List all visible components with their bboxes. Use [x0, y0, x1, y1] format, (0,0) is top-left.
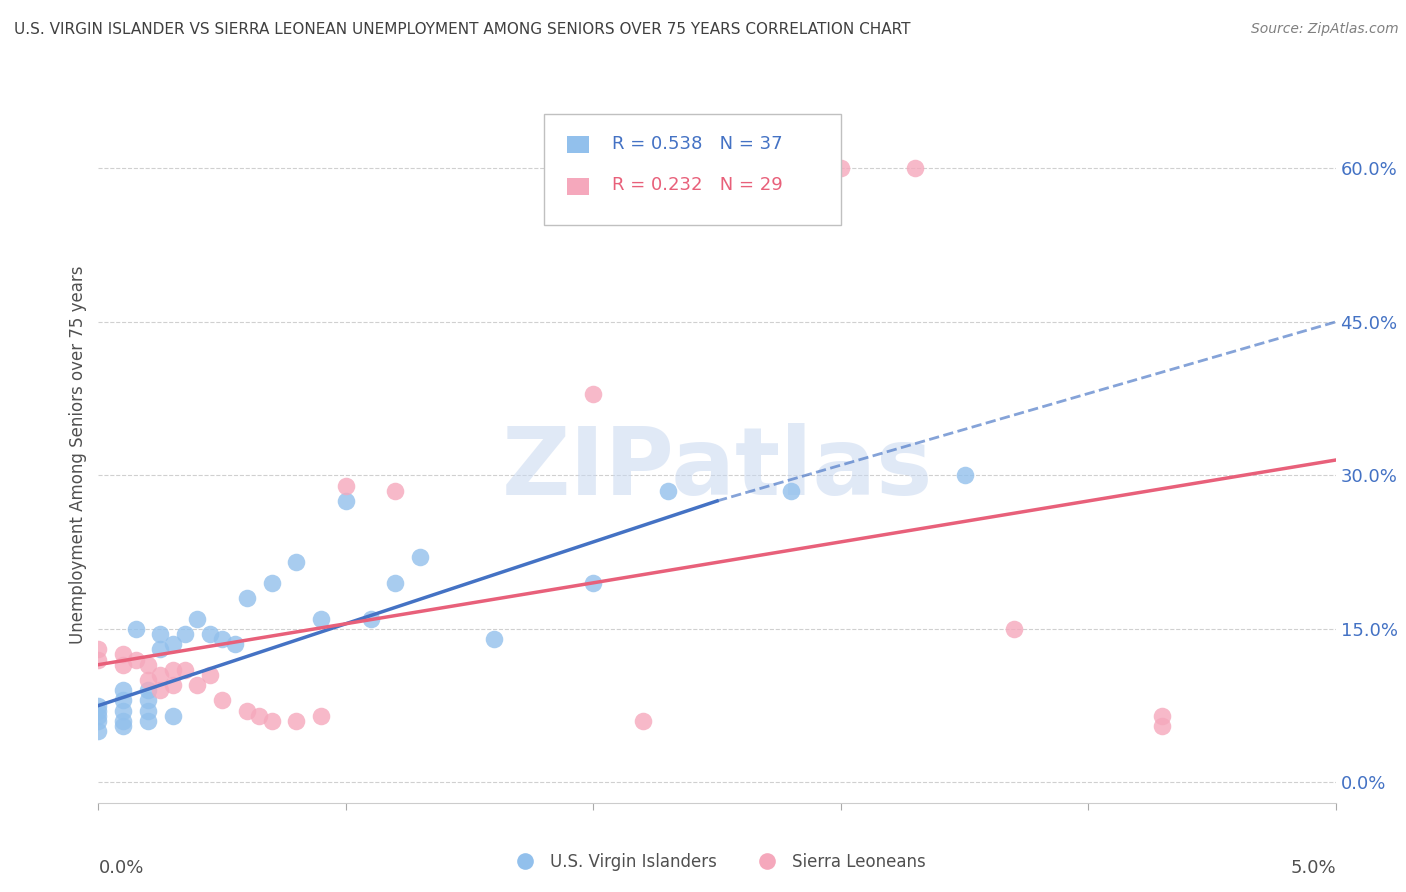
Point	[260, 575, 283, 590]
Point	[198, 668, 221, 682]
Point	[112, 657, 135, 672]
Text: U.S. VIRGIN ISLANDER VS SIERRA LEONEAN UNEMPLOYMENT AMONG SENIORS OVER 75 YEARS : U.S. VIRGIN ISLANDER VS SIERRA LEONEAN U…	[14, 22, 911, 37]
Point	[335, 494, 357, 508]
Point	[136, 693, 159, 707]
Point	[953, 468, 976, 483]
Point	[149, 627, 172, 641]
Point	[162, 663, 184, 677]
Point	[247, 708, 270, 723]
Point	[112, 704, 135, 718]
Point	[1152, 719, 1174, 733]
Point	[186, 612, 208, 626]
Point	[162, 708, 184, 723]
Point	[87, 724, 110, 739]
FancyBboxPatch shape	[544, 114, 841, 226]
Point	[136, 714, 159, 728]
Text: R = 0.538   N = 37: R = 0.538 N = 37	[612, 135, 783, 153]
Point	[124, 652, 146, 666]
Legend: U.S. Virgin Islanders, Sierra Leoneans: U.S. Virgin Islanders, Sierra Leoneans	[502, 847, 932, 878]
Text: ZIPatlas: ZIPatlas	[502, 423, 932, 515]
Point	[112, 714, 135, 728]
Point	[136, 683, 159, 698]
Point	[582, 575, 605, 590]
Point	[112, 719, 135, 733]
Point	[87, 708, 110, 723]
Point	[112, 693, 135, 707]
Point	[384, 483, 406, 498]
Point	[309, 708, 332, 723]
Point	[260, 714, 283, 728]
Point	[124, 622, 146, 636]
Point	[136, 673, 159, 687]
Text: 0.0%: 0.0%	[98, 859, 143, 877]
Point	[198, 627, 221, 641]
Text: Source: ZipAtlas.com: Source: ZipAtlas.com	[1251, 22, 1399, 37]
Point	[174, 663, 197, 677]
Point	[174, 627, 197, 641]
Point	[149, 642, 172, 657]
Point	[136, 704, 159, 718]
FancyBboxPatch shape	[568, 136, 589, 153]
Point	[162, 637, 184, 651]
Point	[285, 555, 308, 569]
Point	[112, 683, 135, 698]
Point	[236, 704, 259, 718]
Point	[904, 161, 927, 176]
Point	[830, 161, 852, 176]
Point	[87, 704, 110, 718]
Point	[112, 648, 135, 662]
Point	[384, 575, 406, 590]
Point	[657, 483, 679, 498]
Point	[87, 642, 110, 657]
Point	[780, 483, 803, 498]
Point	[409, 550, 432, 565]
Point	[631, 714, 654, 728]
Point	[484, 632, 506, 646]
Point	[211, 693, 233, 707]
Point	[87, 714, 110, 728]
Point	[149, 668, 172, 682]
Point	[136, 657, 159, 672]
Point	[360, 612, 382, 626]
Point	[285, 714, 308, 728]
Point	[1002, 622, 1025, 636]
Point	[211, 632, 233, 646]
Point	[236, 591, 259, 606]
Point	[224, 637, 246, 651]
Point	[309, 612, 332, 626]
Point	[87, 652, 110, 666]
Point	[582, 386, 605, 401]
Point	[162, 678, 184, 692]
Text: 5.0%: 5.0%	[1291, 859, 1336, 877]
Point	[149, 683, 172, 698]
FancyBboxPatch shape	[568, 178, 589, 194]
Point	[335, 478, 357, 492]
Text: R = 0.232   N = 29: R = 0.232 N = 29	[612, 176, 783, 194]
Point	[87, 698, 110, 713]
Point	[1152, 708, 1174, 723]
Point	[186, 678, 208, 692]
Y-axis label: Unemployment Among Seniors over 75 years: Unemployment Among Seniors over 75 years	[69, 266, 87, 644]
